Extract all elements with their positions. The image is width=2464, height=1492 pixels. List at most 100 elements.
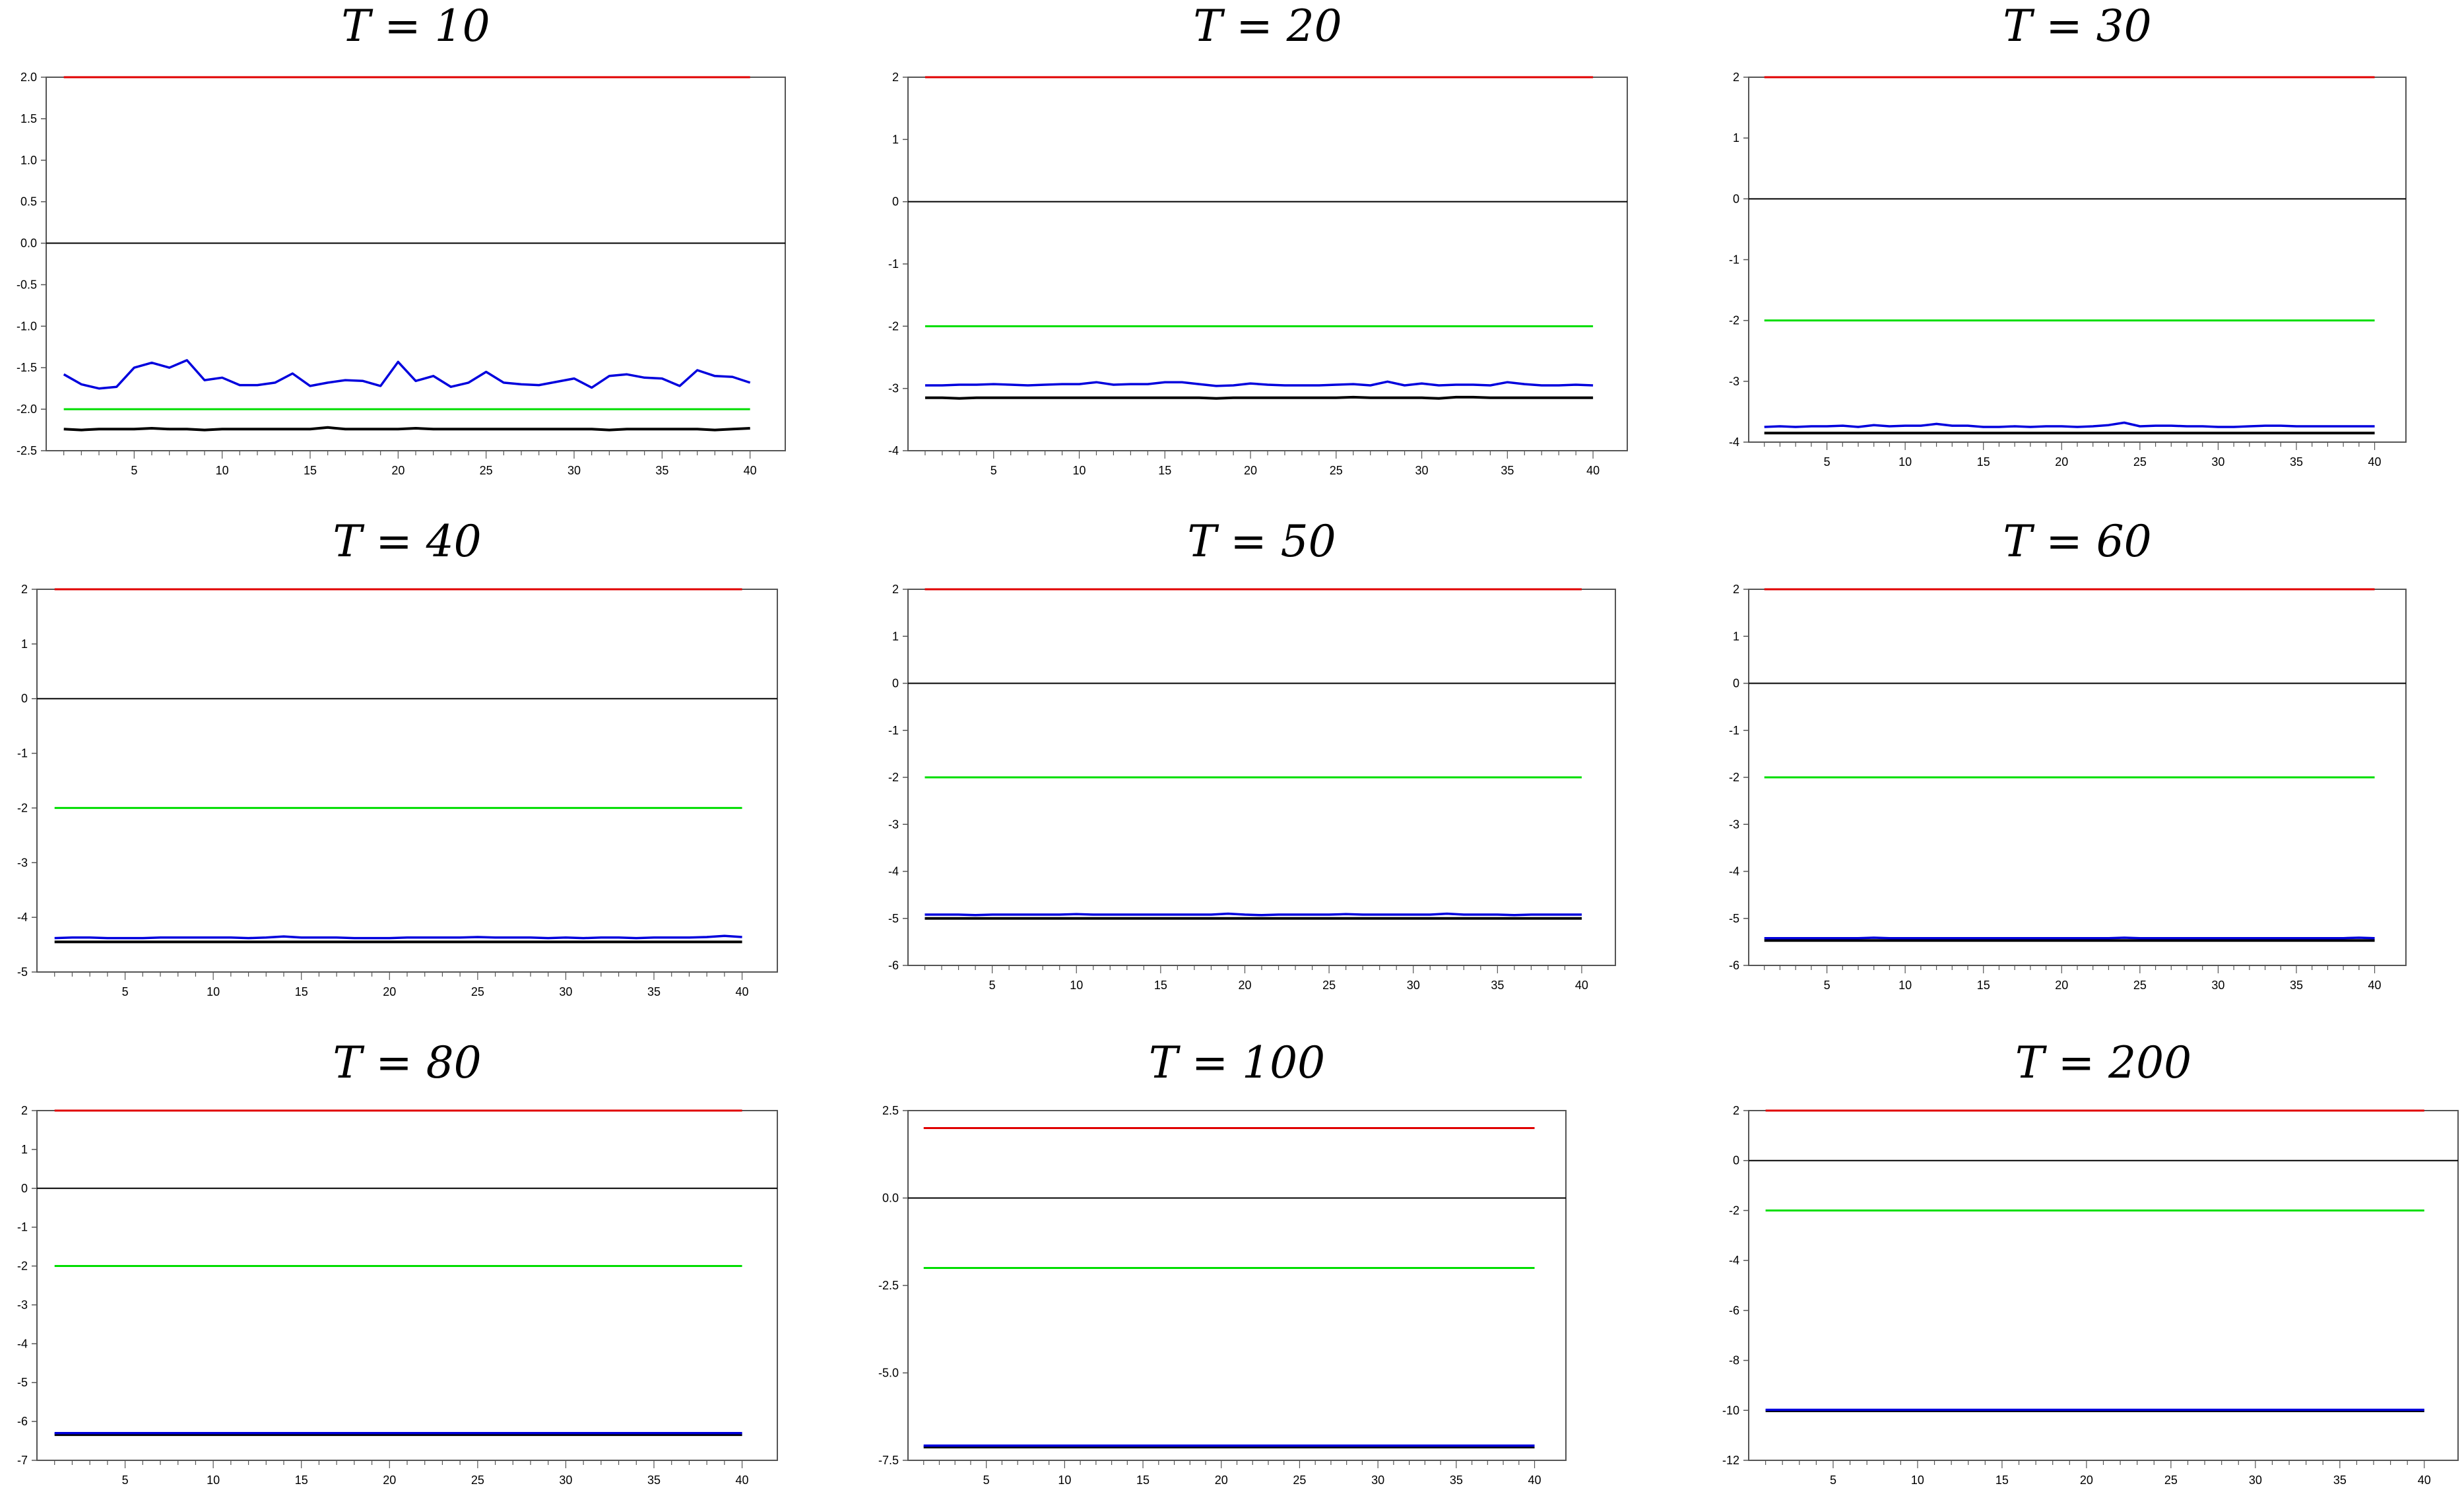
x-tick-label: 10 [1898, 455, 1912, 469]
y-tick-label: 1 [1733, 630, 1739, 643]
panel-title: T = 50 [1187, 516, 1336, 567]
y-tick-label: -5 [1729, 912, 1739, 925]
y-tick-label: 1.5 [20, 112, 37, 125]
y-tick-label: -12 [1722, 1454, 1739, 1467]
series-line-blue [924, 912, 1582, 917]
x-tick-label: 30 [2249, 1474, 2262, 1487]
plot-frame [907, 1110, 1567, 1461]
y-tick-label: 2 [892, 71, 899, 84]
x-tick-label: 35 [2290, 979, 2303, 992]
x-tick-label: 40 [736, 985, 749, 998]
y-tick-label: -6 [17, 1415, 28, 1428]
x-tick-label: 25 [471, 985, 484, 998]
y-tick-label: -7 [17, 1454, 28, 1467]
plot-frame [36, 1110, 778, 1461]
plot-frame [46, 77, 786, 451]
x-tick-label: 35 [1501, 464, 1514, 477]
y-tick-label: -6 [888, 959, 899, 972]
x-tick-label: 40 [1575, 979, 1588, 992]
panel-title: T = 200 [2015, 1037, 2191, 1088]
x-tick-label: 15 [1977, 979, 1990, 992]
x-tick-label: 40 [1528, 1474, 1541, 1487]
x-tick-label: 15 [1136, 1474, 1150, 1487]
y-tick-label: -4 [1729, 436, 1739, 449]
x-tick-label: 40 [1586, 464, 1600, 477]
y-tick-label: -4 [17, 911, 28, 924]
x-tick-label: 15 [295, 985, 308, 998]
panel-title: T = 80 [333, 1037, 481, 1088]
y-tick-label: -3 [17, 856, 28, 869]
y-tick-label: -2.5 [16, 444, 37, 457]
y-tick-label: -5 [888, 912, 899, 925]
x-tick-label: 10 [216, 464, 229, 477]
y-tick-label: -4 [1729, 865, 1739, 878]
x-tick-label: 15 [1158, 464, 1171, 477]
x-tick-label: 25 [480, 464, 493, 477]
y-tick-label: -7.5 [878, 1454, 899, 1467]
plot-frame [1748, 77, 2407, 443]
y-tick-label: 1 [21, 637, 28, 651]
x-tick-label: 35 [647, 985, 661, 998]
x-tick-label: 15 [1154, 979, 1167, 992]
panel-title: T = 20 [1193, 1, 1342, 51]
y-tick-label: -5 [17, 965, 28, 979]
y-tick-label: -1 [1729, 253, 1739, 267]
x-tick-label: 5 [1824, 979, 1831, 992]
x-tick-label: 20 [2080, 1474, 2093, 1487]
y-tick-label: -2 [1729, 314, 1739, 327]
series-line-blue [1764, 421, 2375, 428]
x-tick-label: 40 [736, 1474, 749, 1487]
y-tick-label: -1 [888, 724, 899, 737]
x-tick-label: 15 [1995, 1474, 2009, 1487]
x-tick-label: 25 [1293, 1474, 1306, 1487]
panel-title: T = 10 [341, 1, 490, 51]
x-tick-label: 35 [1450, 1474, 1463, 1487]
y-tick-label: -3 [888, 382, 899, 395]
x-tick-label: 10 [1073, 464, 1086, 477]
y-tick-label: 1 [892, 630, 899, 643]
x-tick-label: 5 [990, 464, 997, 477]
plot-frame [1748, 1110, 2459, 1461]
y-tick-label: -2 [888, 319, 899, 333]
x-tick-label: 20 [391, 464, 405, 477]
y-tick-label: 0 [1733, 192, 1739, 205]
series-line-blue [54, 934, 742, 940]
series-line-black [63, 426, 750, 432]
y-tick-label: -3 [1729, 375, 1739, 388]
x-tick-label: 20 [1238, 979, 1251, 992]
x-tick-label: 30 [2211, 455, 2224, 469]
x-tick-label: 25 [471, 1474, 484, 1487]
y-tick-label: 2 [1733, 1104, 1739, 1117]
x-tick-label: 30 [1415, 464, 1429, 477]
y-tick-label: -1 [1729, 724, 1739, 737]
y-tick-label: -2 [1729, 771, 1739, 784]
y-tick-label: 2.0 [20, 71, 37, 84]
plot-frame [36, 589, 778, 973]
y-tick-label: -5 [17, 1376, 28, 1389]
x-tick-label: 5 [122, 1474, 129, 1487]
x-tick-label: 10 [1911, 1474, 1924, 1487]
panel-title: T = 30 [2003, 1, 2151, 51]
series-line-blue [63, 359, 751, 390]
y-tick-label: 0 [892, 195, 899, 209]
y-tick-label: -1 [17, 747, 28, 760]
x-tick-label: 5 [983, 1474, 990, 1487]
x-tick-label: 10 [1070, 979, 1083, 992]
x-tick-label: 10 [1058, 1474, 1071, 1487]
y-tick-label: 2 [1733, 583, 1739, 596]
x-tick-label: 35 [655, 464, 668, 477]
x-tick-label: 20 [2055, 455, 2068, 469]
x-tick-label: 5 [989, 979, 996, 992]
y-tick-label: -1.5 [16, 361, 37, 374]
y-tick-label: 0.5 [20, 195, 37, 209]
x-tick-label: 40 [2418, 1474, 2431, 1487]
y-tick-label: -2 [17, 801, 28, 814]
y-tick-label: -2.0 [16, 403, 37, 416]
y-tick-label: 0.0 [20, 237, 37, 250]
x-tick-label: 20 [2055, 979, 2068, 992]
x-tick-label: 20 [1215, 1474, 1228, 1487]
y-tick-label: 0 [21, 1182, 28, 1195]
x-tick-label: 15 [1977, 455, 1990, 469]
y-tick-label: -6 [1729, 1304, 1739, 1317]
